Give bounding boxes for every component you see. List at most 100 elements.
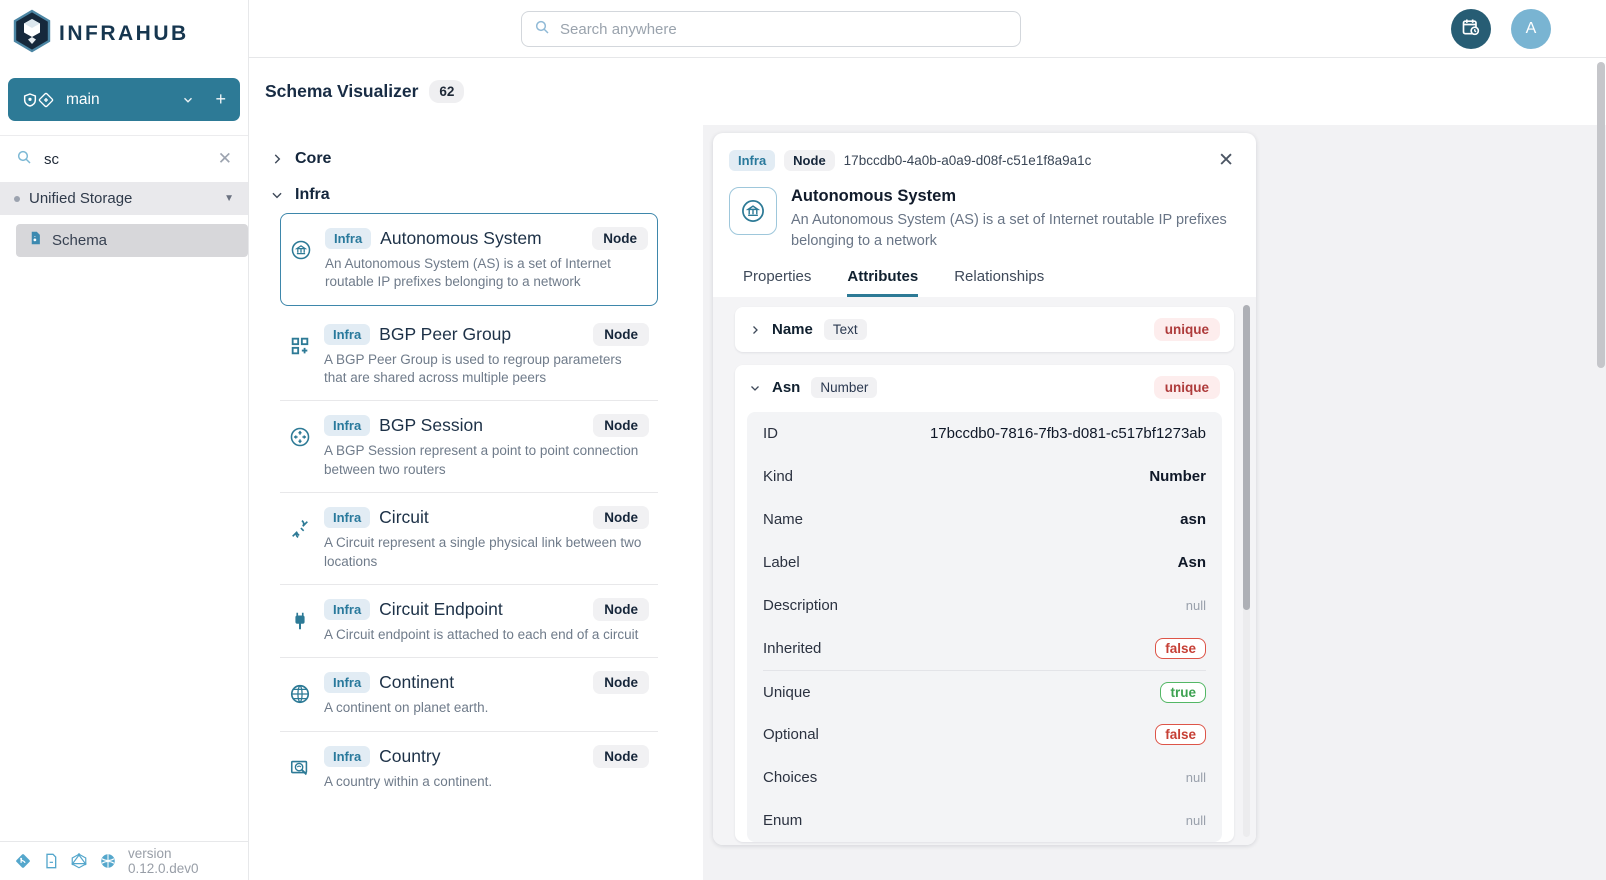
plug-icon: [289, 598, 313, 644]
graphql-icon[interactable]: [70, 852, 88, 870]
detail-row-optional: Optional false: [763, 713, 1206, 756]
git-repo-icon[interactable]: [14, 852, 32, 870]
sidebar: INFRAHUB main + ✕: [0, 0, 249, 880]
schema-tree: Core Infra: [249, 125, 703, 880]
autonomous-system-icon: [290, 227, 314, 292]
node-description: A Circuit represent a single physical li…: [324, 535, 642, 569]
panel-scrollbar-thumb[interactable]: [1243, 305, 1250, 611]
version-label: version 0.12.0.dev0: [128, 846, 199, 876]
router-icon: [289, 414, 313, 479]
detail-title: Autonomous System: [791, 187, 957, 205]
user-avatar[interactable]: A: [1511, 9, 1551, 49]
node-card-continent[interactable]: Infra Continent Node A continent on plan…: [280, 657, 658, 731]
node-id: 17bccdb0-4a0b-a0a9-d08f-c51e1f8a9a1c: [843, 153, 1092, 168]
node-kind-badge: Node: [593, 414, 649, 438]
namespace-badge: Infra: [324, 415, 371, 437]
branch-selector[interactable]: main +: [8, 78, 240, 121]
detail-row-enum: Enum null: [763, 812, 1206, 830]
kind-badge: Node: [784, 150, 835, 171]
map-search-icon: [289, 745, 313, 791]
logo[interactable]: INFRAHUB: [0, 0, 248, 66]
calendar-clock-icon: [1461, 17, 1481, 42]
namespace-badge: Infra: [324, 672, 371, 694]
sidebar-group-unified-storage[interactable]: Unified Storage ▼: [0, 182, 248, 215]
detail-row-unique: Unique true: [763, 670, 1206, 713]
tab-properties[interactable]: Properties: [743, 268, 812, 286]
node-title: BGP Peer Group: [379, 323, 512, 344]
detail-value-null: null: [1185, 598, 1206, 614]
unique-badge: unique: [1153, 376, 1220, 400]
node-card-circuit-endpoint[interactable]: Infra Circuit Endpoint Node A Circuit en…: [280, 583, 658, 658]
page-scrollbar-thumb[interactable]: [1597, 62, 1605, 368]
main-area: Search anywhere A Schema Visualizer 62: [249, 0, 1606, 880]
node-card-country[interactable]: Infra Country Node A country within a co…: [280, 730, 658, 804]
chevron-down-icon: [270, 188, 284, 202]
infrahub-logo-icon: [12, 9, 52, 58]
attribute-toggle[interactable]: Asn Number unique: [735, 365, 1234, 410]
namespace-badge: Infra: [324, 323, 371, 345]
git-branch-icon: [38, 92, 54, 108]
detail-row-label: Label Asn: [763, 554, 1206, 572]
global-search[interactable]: Search anywhere: [521, 11, 1021, 47]
tree-group-infra[interactable]: Infra: [270, 177, 703, 213]
detail-value: asn: [1180, 511, 1206, 529]
attribute-details: ID 17bccdb0-7816-7fb3-d081-c517bf1273ab …: [747, 412, 1222, 843]
attribute-card-asn: Asn Number unique ID 17bccdb0-7816-7fb3-…: [735, 365, 1234, 843]
attribute-toggle[interactable]: Name Text unique: [735, 307, 1234, 352]
tab-relationships[interactable]: Relationships: [954, 268, 1045, 286]
node-title: Circuit: [379, 507, 429, 528]
openapi-icon[interactable]: [99, 852, 117, 870]
node-card-bgp-session[interactable]: Infra BGP Session Node A BGP Session rep…: [280, 400, 658, 493]
node-description: A BGP Session represent a point to point…: [324, 443, 639, 477]
chevron-right-icon: [270, 152, 284, 166]
boolean-pill-false: false: [1155, 638, 1206, 660]
detail-value: 17bccdb0-7816-7fb3-d081-c517bf1273ab: [929, 425, 1206, 443]
node-description: A continent on planet earth.: [324, 700, 489, 716]
close-icon[interactable]: ✕: [1218, 150, 1234, 171]
node-card-circuit[interactable]: Infra Circuit Node A Circuit represent a…: [280, 492, 658, 584]
page-header: Schema Visualizer 62: [249, 58, 1606, 125]
globe-icon: [289, 671, 313, 717]
detail-tabs: Properties Attributes Relationships: [729, 268, 1240, 298]
detail-row-name: Name asn: [763, 511, 1206, 529]
autonomous-system-icon: [729, 187, 777, 235]
search-icon: [534, 19, 550, 40]
detail-row-inherited: Inherited false: [763, 627, 1206, 670]
group-add-icon: [289, 323, 313, 388]
tab-attributes[interactable]: Attributes: [847, 268, 919, 298]
node-description: A Circuit endpoint is attached to each e…: [324, 626, 639, 642]
sidebar-search-input[interactable]: [44, 150, 194, 168]
node-kind-badge: Node: [593, 506, 649, 530]
detail-value-null: null: [1185, 813, 1206, 829]
attribute-type-badge: Number: [811, 377, 878, 399]
clear-search-icon[interactable]: ✕: [217, 149, 232, 168]
schedule-button[interactable]: [1451, 9, 1491, 49]
panel-scrollbar[interactable]: [1243, 305, 1250, 837]
global-search-placeholder: Search anywhere: [560, 20, 677, 38]
collapse-triangle-icon[interactable]: ▼: [224, 193, 234, 204]
attribute-type-badge: Text: [823, 319, 867, 341]
schema-file-icon: [28, 230, 43, 251]
add-branch-button[interactable]: +: [215, 89, 226, 109]
attribute-card-name: Name Text unique: [735, 307, 1234, 353]
sidebar-item-schema[interactable]: Schema: [16, 224, 248, 257]
sidebar-search[interactable]: ✕: [0, 136, 248, 182]
node-kind-badge: Node: [593, 671, 649, 695]
node-detail-panel: Infra Node 17bccdb0-4a0b-a0a9-d08f-c51e1…: [713, 133, 1256, 845]
detail-title-block: Autonomous System An Autonomous System (…: [729, 187, 1240, 252]
tree-group-core[interactable]: Core: [270, 141, 703, 177]
unique-badge: unique: [1153, 318, 1220, 342]
node-card-autonomous-system[interactable]: Infra Autonomous System Node An Autonomo…: [280, 213, 658, 306]
cable-icon: [289, 506, 313, 571]
boolean-pill-true: true: [1160, 681, 1206, 703]
schema-count-badge: 62: [429, 80, 465, 103]
node-card-bgp-peer-group[interactable]: Infra BGP Peer Group Node A BGP Peer Gro…: [280, 309, 658, 401]
docs-icon[interactable]: [43, 852, 59, 870]
node-description: A country within a continent.: [324, 773, 493, 789]
node-kind-badge: Node: [593, 597, 649, 621]
chevron-down-icon[interactable]: [181, 93, 195, 107]
node-kind-badge: Node: [593, 322, 649, 346]
boolean-pill-false: false: [1155, 724, 1206, 746]
detail-header: Infra Node 17bccdb0-4a0b-a0a9-d08f-c51e1…: [729, 149, 1240, 172]
logo-text: INFRAHUB: [59, 21, 189, 45]
